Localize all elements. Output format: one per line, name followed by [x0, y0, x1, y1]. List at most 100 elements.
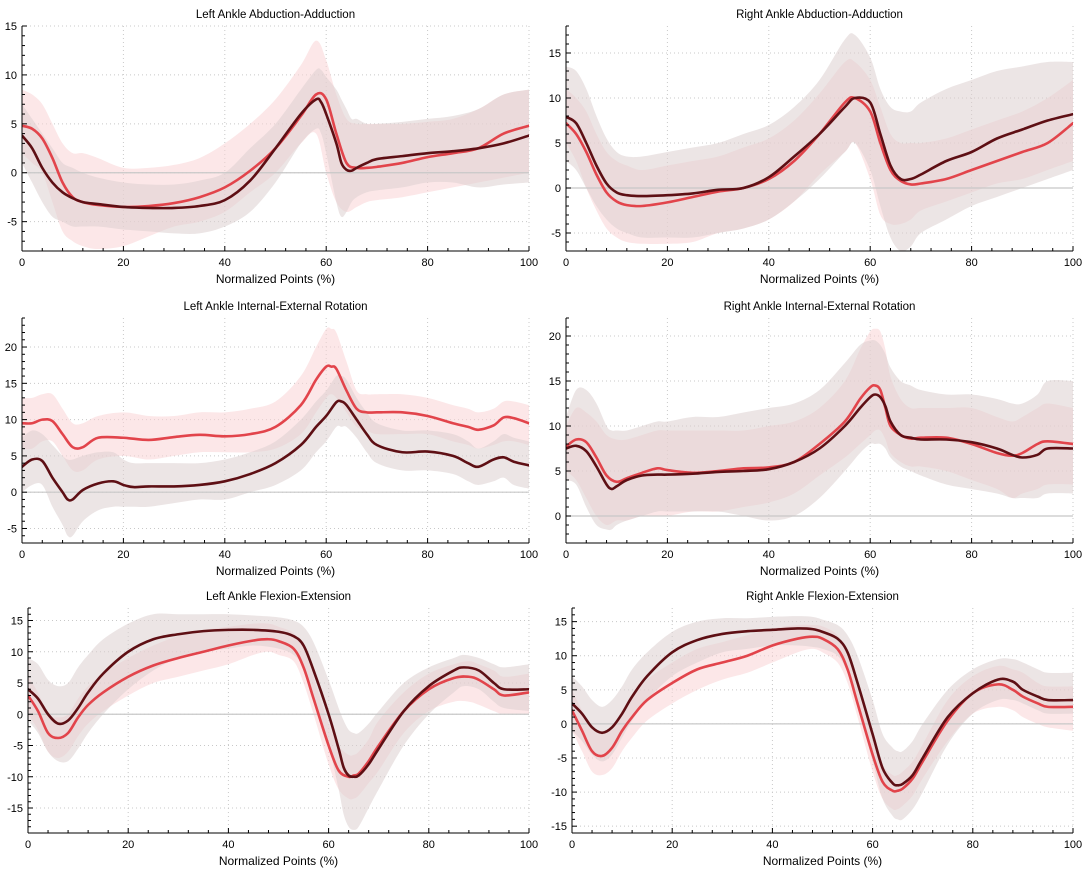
- x-tick-label: 40: [222, 839, 234, 851]
- chart-svg: Right Ankle Flexion-Extension 0 20 40 60 80 10…: [551, 591, 1082, 868]
- series-2-band: [566, 339, 1073, 531]
- x-tick-label: 40: [766, 839, 778, 851]
- series-1-line: [28, 637, 529, 779]
- series-2-line: [28, 628, 529, 779]
- x-tick-label: 100: [520, 257, 538, 269]
- x-tick-label: 100: [1064, 839, 1082, 851]
- y-tick-label: 5: [11, 451, 17, 463]
- y-tick-label: 10: [555, 651, 567, 663]
- x-tick-label: 0: [19, 257, 25, 269]
- plot-area: [572, 616, 1073, 821]
- x-tick-label: 60: [320, 257, 332, 269]
- x-tick-label: 40: [763, 257, 775, 269]
- y-tick-label: 0: [555, 511, 561, 523]
- y-tick-label: 10: [549, 421, 561, 433]
- x-tick-label: 0: [19, 549, 25, 561]
- series-2-line: [572, 627, 1073, 787]
- y-tick-label: 5: [561, 685, 567, 697]
- y-tick-label: 10: [11, 647, 23, 659]
- y-tick-label: -5: [7, 217, 17, 229]
- x-tick-label: 0: [569, 839, 575, 851]
- series-1-line: [22, 364, 529, 450]
- y-tick-label: -15: [7, 803, 23, 815]
- y-tick-label: 15: [5, 378, 17, 390]
- x-tick-label: 20: [122, 839, 134, 851]
- x-tick-label: 80: [423, 839, 435, 851]
- y-tick-label: -5: [551, 228, 561, 240]
- chart-svg: Right Ankle Abduction-Adduction 0 20 40 60 80…: [549, 9, 1082, 286]
- series-2-line: [22, 97, 529, 210]
- chart-panel-right-ankle-flexion: Right Ankle Flexion-Extension 0 20 40 60 80 10…: [544, 584, 1088, 876]
- series-2-line: [22, 399, 529, 502]
- series-1-line: [566, 383, 1073, 484]
- plot-area: [28, 613, 529, 830]
- x-tick-label: 40: [763, 549, 775, 561]
- x-tick-label: 100: [520, 839, 538, 851]
- x-tick-label: 80: [421, 257, 433, 269]
- plot-area: [566, 328, 1073, 531]
- y-tick-label: 10: [549, 93, 561, 105]
- x-tick-label: 80: [965, 257, 977, 269]
- y-tick-label: 15: [5, 21, 17, 33]
- y-tick-label: 10: [5, 415, 17, 427]
- chart-title: Left Ankle Abduction-Adduction: [196, 9, 355, 21]
- y-tick-label: -15: [551, 821, 567, 833]
- chart-title: Right Ankle Flexion-Extension: [746, 591, 899, 603]
- x-tick-label: 80: [967, 839, 979, 851]
- series-2-band: [22, 68, 529, 234]
- y-tick-label: 15: [11, 616, 23, 628]
- x-tick-label: 80: [421, 549, 433, 561]
- chart-svg: Left Ankle Abduction-Adduction 0 20 40 60 80 1…: [5, 9, 538, 286]
- y-tick-label: 15: [549, 48, 561, 60]
- x-tick-label: 20: [117, 549, 129, 561]
- x-axis-label: Normalized Points (%): [760, 564, 879, 578]
- y-tick-label: 15: [555, 617, 567, 629]
- y-tick-label: -10: [551, 787, 567, 799]
- series-2-band: [28, 613, 529, 830]
- chart-panel-right-ankle-abduction: Right Ankle Abduction-Adduction 0 20 40 60 80…: [544, 0, 1088, 292]
- y-tick-label: 5: [11, 119, 17, 131]
- x-tick-label: 20: [661, 257, 673, 269]
- x-axis-label: Normalized Points (%): [760, 272, 879, 286]
- chart-title: Left Ankle Flexion-Extension: [206, 591, 351, 603]
- chart-svg: Right Ankle Internal-External Rotation 0 2…: [549, 301, 1082, 578]
- x-axis-label: Normalized Points (%): [216, 564, 335, 578]
- x-tick-label: 100: [1064, 549, 1082, 561]
- x-tick-label: 40: [219, 257, 231, 269]
- x-axis-label: Normalized Points (%): [763, 854, 882, 868]
- chart-panel-left-ankle-flexion: Left Ankle Flexion-Extension 0 20 40 60 80 100…: [0, 584, 544, 876]
- chart-title: Right Ankle Internal-External Rotation: [724, 301, 916, 313]
- chart-panel-right-ankle-rotation: Right Ankle Internal-External Rotation 0 2…: [544, 292, 1088, 584]
- x-tick-label: 100: [1064, 257, 1082, 269]
- y-tick-label: 0: [17, 709, 23, 721]
- series-2-line: [566, 96, 1073, 198]
- y-tick-label: -5: [557, 753, 567, 765]
- plot-area: [566, 33, 1073, 251]
- x-tick-label: 20: [117, 257, 129, 269]
- series-1-band: [22, 327, 529, 473]
- x-tick-label: 0: [25, 839, 31, 851]
- y-tick-label: 15: [549, 376, 561, 388]
- chart-panel-left-ankle-rotation: Left Ankle Internal-External Rotation 0 20…: [0, 292, 544, 584]
- series-1-line: [572, 635, 1073, 793]
- chart-svg: Left Ankle Internal-External Rotation 0 20…: [5, 301, 538, 578]
- series-2-band: [566, 33, 1073, 251]
- y-tick-label: 5: [17, 678, 23, 690]
- x-tick-label: 100: [520, 549, 538, 561]
- plot-area: [22, 40, 529, 250]
- y-tick-label: -5: [13, 741, 23, 753]
- plot-area: [22, 327, 529, 538]
- y-tick-label: 5: [555, 138, 561, 150]
- x-tick-label: 40: [219, 549, 231, 561]
- x-tick-label: 0: [563, 549, 569, 561]
- y-tick-label: -5: [7, 523, 17, 535]
- series-1-band: [572, 624, 1073, 811]
- x-tick-label: 20: [666, 839, 678, 851]
- x-tick-label: 60: [866, 839, 878, 851]
- x-tick-label: 20: [661, 549, 673, 561]
- x-tick-label: 60: [322, 839, 334, 851]
- x-axis-label: Normalized Points (%): [216, 272, 335, 286]
- x-tick-label: 0: [563, 257, 569, 269]
- x-tick-label: 60: [864, 257, 876, 269]
